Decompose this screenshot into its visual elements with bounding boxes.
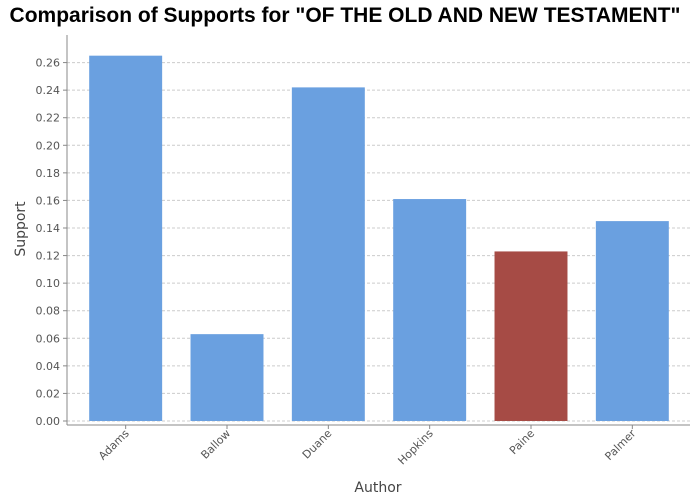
y-tick-label: 0.00	[36, 415, 61, 428]
y-tick-label: 0.18	[36, 167, 61, 180]
bar-palmer	[595, 221, 669, 421]
x-tick-label: Hopkins	[395, 427, 436, 468]
chart-title: Comparison of Supports for "OF THE OLD A…	[10, 4, 681, 27]
y-tick-label: 0.10	[36, 277, 61, 290]
y-tick-label: 0.16	[36, 194, 61, 207]
x-tick-label: Palmer	[602, 427, 638, 463]
y-tick-label: 0.06	[36, 332, 61, 345]
y-tick-label: 0.08	[36, 305, 61, 318]
bars	[89, 55, 669, 422]
x-tick-label: Duane	[300, 427, 335, 462]
bar-ballow	[190, 334, 264, 421]
y-tick-label: 0.04	[36, 360, 61, 373]
bar-duane	[291, 87, 365, 421]
y-axis-label: Support	[13, 201, 29, 257]
y-tick-label: 0.14	[36, 222, 61, 235]
gridlines	[67, 62, 690, 422]
y-tick-label: 0.12	[36, 250, 61, 263]
y-tick-label: 0.22	[36, 112, 61, 125]
bar-adams	[89, 55, 163, 422]
x-axis-ticks: Adams Ballow Duane Hopkins Paine Palmer	[96, 425, 639, 467]
bar-paine	[494, 251, 568, 421]
y-tick-label: 0.26	[36, 57, 61, 70]
bar-hopkins	[393, 199, 467, 421]
y-tick-label: 0.24	[36, 84, 61, 97]
y-tick-label: 0.02	[36, 387, 61, 400]
x-tick-label: Ballow	[198, 427, 233, 462]
plot-area	[67, 35, 690, 425]
x-axis-label: Author	[354, 480, 401, 496]
y-tick-label: 0.20	[36, 139, 61, 152]
x-tick-label: Paine	[507, 427, 537, 457]
x-tick-label: Adams	[96, 427, 132, 463]
y-axis-ticks: 0.00 0.02 0.04 0.06 0.08 0.10 0.12 0.14 0.16 0.18…	[36, 57, 67, 428]
